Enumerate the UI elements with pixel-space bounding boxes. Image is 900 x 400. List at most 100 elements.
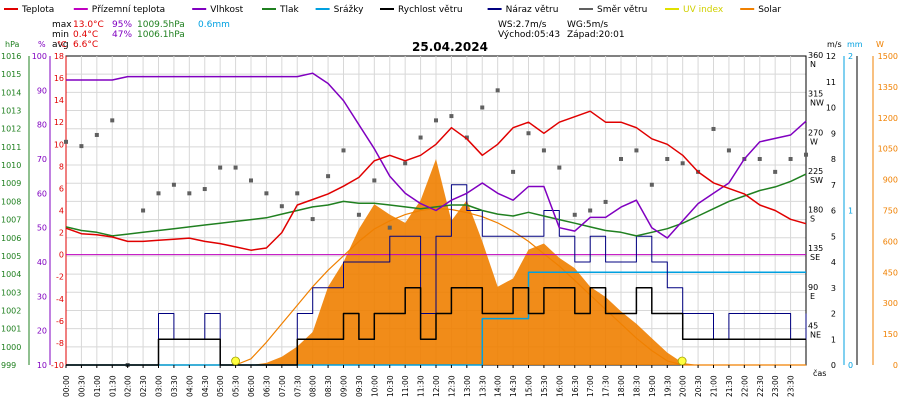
x-tick-label: 03:30 [170, 375, 179, 397]
temperature-tick-label: 18 [54, 52, 64, 61]
solar-tick-label: 300 [883, 299, 898, 308]
direction-tick-cardinal: W [810, 137, 818, 146]
pressure-tick-label: 999 [1, 361, 16, 370]
stat-max-hum: 95% [112, 20, 132, 30]
x-tick-label: 05:30 [232, 375, 241, 397]
chart-legend: Teplota Přízemní teplota Vlhkost Tlak Srážky… [4, 5, 781, 15]
wind-direction-point [356, 212, 361, 217]
legend-item: Solar [740, 5, 781, 15]
x-axis-ticks: 00:00 00:30 01:00 01:30 02:00 02:30 03:00 03:30… [62, 365, 796, 397]
stat-min-temp: 0.4°C [73, 30, 98, 40]
wind-direction-point [403, 161, 408, 166]
pressure-tick-label: 1006 [1, 234, 21, 243]
solar-tick-label: 750 [883, 207, 898, 216]
wind-direction-point [94, 132, 99, 137]
humidity-tick-label: 10 [37, 361, 47, 370]
wind-direction-point [526, 131, 531, 136]
solar-tick-label: 900 [883, 176, 898, 185]
temperature-tick-label: 0 [59, 251, 64, 260]
temperature-tick-label: -4 [56, 295, 64, 304]
wind-direction-point [249, 178, 253, 183]
temperature-tick-label: -8 [56, 339, 64, 348]
temperature-tick-label: 12 [54, 118, 64, 127]
x-tick-label: 21:30 [725, 375, 734, 397]
legend-label: Teplota [21, 5, 54, 15]
direction-tick-cardinal: S [810, 215, 815, 224]
temperature-tick-label: 4 [59, 207, 64, 216]
x-tick-label: 13:30 [478, 375, 487, 397]
pressure-line [65, 173, 807, 237]
wind-direction-point [233, 165, 238, 170]
temperature-tick-label: -6 [56, 317, 64, 326]
legend-label: Solar [758, 5, 781, 15]
direction-tick-cardinal: E [810, 292, 815, 301]
wind-direction-point [64, 139, 68, 144]
x-tick-label: 23:00 [771, 375, 780, 397]
humidity-tick-label: 70 [37, 155, 47, 164]
temperature-tick-label: -10 [51, 361, 64, 370]
wind-speed-tick-label: 11 [826, 78, 836, 87]
pressure-tick-label: 1011 [1, 143, 21, 152]
x-tick-label: 14:00 [494, 375, 503, 397]
stat-sunrise: Východ:05:43 [498, 30, 560, 40]
wind-direction-point [171, 182, 176, 187]
direction-tick-cardinal: SE [810, 253, 820, 262]
direction-tick-cardinal: NW [810, 99, 824, 108]
x-tick-label: 01:30 [108, 375, 117, 397]
humidity-tick-label: 80 [37, 121, 47, 130]
pressure-tick-label: 1001 [1, 325, 21, 334]
legend-item: Tlak [262, 5, 300, 15]
humidity-tick-label: 20 [37, 327, 47, 336]
unit-w: W [876, 40, 884, 49]
rain-tick-label: 0 [848, 361, 853, 370]
stat-max-rain: 0.6mm [198, 20, 230, 30]
x-tick-label: 17:00 [586, 375, 595, 397]
x-tick-label: 15:00 [525, 375, 534, 397]
wind-direction-point [557, 165, 562, 170]
stat-sunset: Západ:20:01 [567, 30, 625, 40]
x-tick-label: 02:30 [139, 375, 148, 397]
temperature-tick-label: 2 [59, 229, 64, 238]
wind-speed-tick-label: 2 [831, 310, 836, 319]
direction-tick-label: 270 [808, 128, 823, 137]
x-tick-label: 20:30 [694, 375, 703, 397]
legend-label: Rychlost větru [398, 5, 463, 15]
x-tick-label: 00:00 [62, 375, 71, 397]
solar-tick-label: 1500 [878, 52, 898, 61]
wind-speed-tick-label: 1 [831, 335, 836, 344]
x-tick-label: 11:00 [401, 375, 410, 397]
wind-direction-point [264, 191, 269, 196]
x-tick-label: 01:00 [93, 375, 102, 397]
x-tick-label: 09:30 [355, 375, 364, 397]
x-tick-label: 13:00 [463, 375, 472, 397]
x-tick-label: 04:30 [201, 375, 210, 397]
pressure-tick-label: 1016 [1, 52, 21, 61]
x-tick-label: 16:00 [555, 375, 564, 397]
direction-tick-label: 90 [808, 283, 818, 292]
legend-label: UV index [683, 5, 724, 15]
x-tick-label: 12:30 [447, 375, 456, 397]
wind-speed-tick-label: 10 [826, 104, 836, 113]
wind-direction-point [218, 165, 223, 170]
humidity-tick-label: 40 [37, 258, 47, 267]
x-tick-label: 22:30 [756, 375, 765, 397]
direction-tick-label: 45 [808, 321, 818, 330]
x-tick-label: 03:00 [155, 375, 164, 397]
x-tick-label: 10:00 [370, 375, 379, 397]
legend-item: Rychlost větru [380, 5, 463, 15]
x-tick-label: 07:00 [278, 375, 287, 397]
temperature-tick-label: 16 [54, 74, 64, 83]
wind-direction-point [619, 157, 623, 161]
wind-direction-point [711, 126, 716, 131]
wind-direction-point [773, 169, 778, 174]
wind-speed-tick-label: 12 [826, 52, 836, 61]
x-tick-label: 19:30 [663, 375, 672, 397]
uv-marker [677, 356, 687, 366]
x-tick-label: 06:00 [247, 375, 256, 397]
wind-direction-point [310, 217, 315, 222]
x-tick-label: 19:00 [648, 375, 657, 397]
wind-direction-point [449, 114, 454, 119]
legend-label: Přízemní teplota [92, 5, 165, 15]
wind-direction-point [480, 105, 485, 110]
